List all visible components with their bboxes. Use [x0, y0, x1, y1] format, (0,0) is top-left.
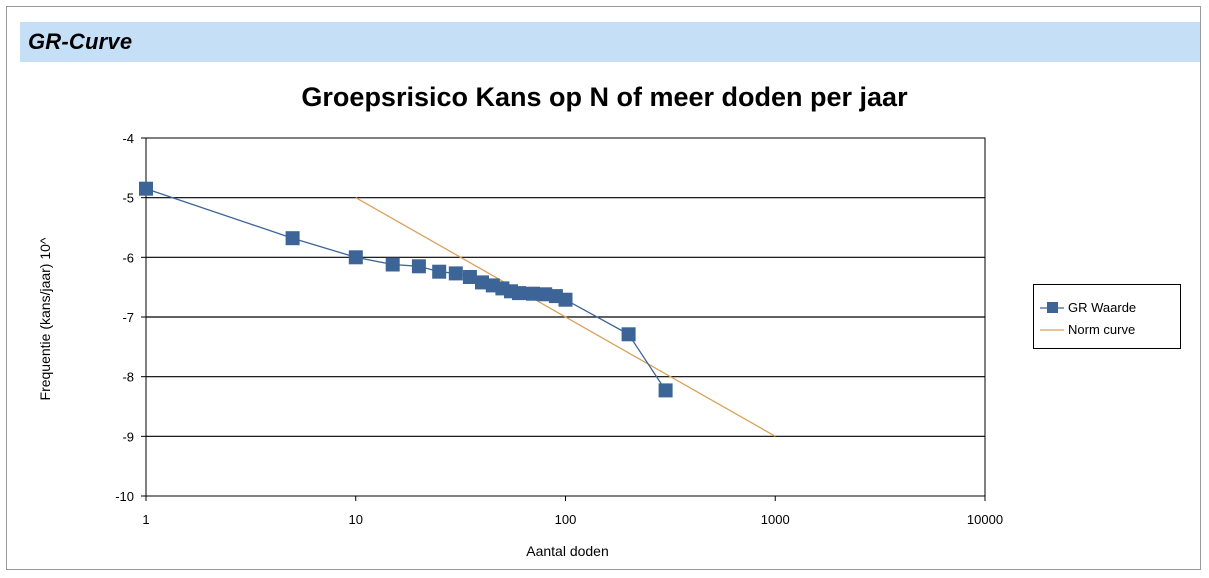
- legend-label-gr-waarde: GR Waarde: [1068, 300, 1137, 315]
- y-tick-label: -4: [122, 131, 134, 146]
- data-point-gr-waarde: [348, 250, 363, 265]
- x-tick-label: 1: [142, 512, 149, 527]
- data-point-gr-waarde: [448, 266, 463, 281]
- section-title: GR-Curve: [28, 29, 133, 54]
- y-tick-label: -9: [122, 429, 134, 444]
- data-point-gr-waarde: [385, 257, 400, 272]
- data-point-gr-waarde: [139, 181, 153, 196]
- section-header: GR-Curve: [20, 22, 1200, 62]
- data-point-gr-waarde: [658, 383, 673, 398]
- x-tick-label: 100: [555, 512, 577, 527]
- data-point-gr-waarde: [411, 259, 426, 274]
- y-tick-label: -5: [122, 191, 134, 206]
- y-tick-label: -6: [122, 250, 134, 265]
- data-point-gr-waarde: [462, 270, 477, 284]
- x-axis-label: Aantal doden: [526, 543, 609, 559]
- x-tick-label: 10: [349, 512, 363, 527]
- x-tick-label: 10000: [967, 512, 1003, 527]
- chart-title: Groepsrisico Kans op N of meer doden per…: [301, 82, 908, 112]
- legend-item-norm-curve: Norm curve: [1040, 320, 1180, 340]
- data-point-gr-waarde: [526, 286, 540, 301]
- y-tick-label: -7: [122, 310, 134, 325]
- legend-swatch-norm-curve: [1040, 329, 1064, 331]
- data-point-gr-waarde: [621, 327, 636, 342]
- x-tick-label: 1000: [761, 512, 790, 527]
- data-point-gr-waarde: [538, 287, 553, 302]
- legend-label-norm-curve: Norm curve: [1068, 322, 1136, 337]
- data-point-gr-waarde: [432, 264, 447, 279]
- data-point-gr-waarde: [512, 286, 526, 301]
- data-point-gr-waarde: [475, 275, 489, 290]
- data-point-gr-waarde: [558, 292, 573, 307]
- series-line-norm-curve: [355, 197, 776, 437]
- legend-swatch-gr-waarde: [1040, 302, 1064, 313]
- y-tick-label: -10: [115, 489, 134, 504]
- y-tick-label: -8: [122, 370, 134, 385]
- y-axis-label: Frequentie (kans/jaar) 10^: [37, 237, 53, 400]
- chart-legend: GR Waarde Norm curve: [1033, 284, 1181, 349]
- legend-item-gr-waarde: GR Waarde: [1040, 298, 1180, 318]
- data-point-gr-waarde: [285, 231, 300, 246]
